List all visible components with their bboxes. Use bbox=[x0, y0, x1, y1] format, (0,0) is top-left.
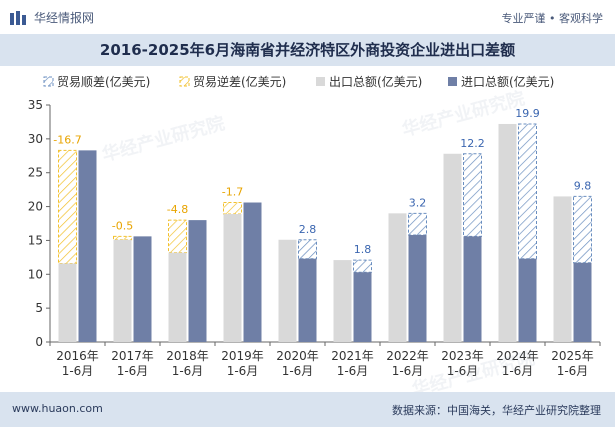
bar-export bbox=[498, 123, 517, 343]
bar-deficit bbox=[113, 235, 132, 241]
balance-label: 1.8 bbox=[354, 243, 372, 256]
x-tick-label: 1-6月 bbox=[392, 364, 424, 378]
x-tick-label: 2016年 bbox=[56, 349, 99, 363]
legend-label: 出口总额(亿美元) bbox=[329, 74, 422, 89]
x-tick-label: 2019年 bbox=[221, 349, 264, 363]
x-tick-label: 2023年 bbox=[441, 349, 484, 363]
bar-import bbox=[518, 258, 537, 342]
x-tick-label: 1-6月 bbox=[337, 364, 369, 378]
bar-export bbox=[443, 153, 462, 342]
y-tick-label: 30 bbox=[28, 132, 43, 146]
balance-label: -1.7 bbox=[222, 186, 243, 199]
footer-source: 数据来源：中国海关，华经产业研究院整理 bbox=[392, 404, 601, 417]
x-tick-label: 1-6月 bbox=[117, 364, 149, 378]
x-tick-label: 2017年 bbox=[111, 349, 154, 363]
huajing-logo-icon bbox=[10, 10, 26, 25]
x-tick-label: 1-6月 bbox=[62, 364, 94, 378]
legend-swatch-deficit bbox=[179, 76, 190, 87]
bar-surplus bbox=[573, 195, 592, 264]
legend-label: 贸易顺差(亿美元) bbox=[57, 74, 150, 89]
balance-label: -0.5 bbox=[112, 219, 133, 232]
bar-import bbox=[573, 262, 592, 342]
y-tick-label: 5 bbox=[35, 301, 43, 315]
balance-label: -4.8 bbox=[167, 203, 188, 216]
x-tick-label: 2025年 bbox=[551, 349, 594, 363]
title-bar: 2016-2025年6月海南省并经济特区外商投资企业进出口差额 bbox=[0, 34, 615, 66]
bar-export bbox=[223, 214, 242, 342]
bar-import bbox=[298, 258, 317, 342]
footer: www.huaon.com 数据来源：中国海关，华经产业研究院整理 bbox=[0, 392, 615, 427]
bar-export bbox=[388, 213, 407, 342]
bar-export bbox=[58, 263, 77, 342]
x-tick-label: 1-6月 bbox=[282, 364, 314, 378]
bar-surplus bbox=[298, 239, 317, 260]
balance-label: 2.8 bbox=[299, 223, 317, 236]
bar-import bbox=[78, 150, 97, 342]
x-tick-label: 1-6月 bbox=[502, 364, 534, 378]
legend-swatch-export bbox=[316, 77, 325, 86]
balance-label: 9.8 bbox=[574, 179, 592, 192]
bar-export bbox=[278, 239, 297, 342]
bar-surplus bbox=[463, 153, 482, 237]
chart-title: 2016-2025年6月海南省并经济特区外商投资企业进出口差额 bbox=[99, 41, 516, 59]
y-tick-label: 35 bbox=[28, 98, 43, 112]
y-tick-label: 20 bbox=[28, 200, 43, 214]
x-tick-label: 2020年 bbox=[276, 349, 319, 363]
x-tick-label: 1-6月 bbox=[557, 364, 589, 378]
x-tick-label: 1-6月 bbox=[447, 364, 479, 378]
bar-deficit bbox=[58, 149, 77, 264]
legend-label: 贸易逆差(亿美元) bbox=[193, 74, 286, 89]
balance-label: 3.2 bbox=[409, 196, 427, 209]
y-tick-label: 0 bbox=[35, 335, 43, 349]
bar-import bbox=[353, 272, 372, 342]
bar-surplus bbox=[353, 259, 372, 273]
bar-deficit bbox=[168, 219, 187, 254]
legend-swatch-surplus bbox=[43, 76, 54, 87]
y-tick-label: 15 bbox=[28, 233, 43, 247]
chart: 贸易顺差(亿美元) 贸易逆差(亿美元) 出口总额(亿美元) 进口总额(亿美元) 0 5 10… bbox=[28, 74, 601, 378]
bar-export bbox=[113, 239, 132, 342]
bar-import bbox=[408, 235, 427, 342]
balance-label: -16.7 bbox=[53, 133, 81, 146]
x-tick-label: 2024年 bbox=[496, 349, 539, 363]
y-tick-label: 25 bbox=[28, 166, 43, 180]
bar-import bbox=[463, 236, 482, 342]
x-tick-label: 2018年 bbox=[166, 349, 209, 363]
bar-export bbox=[553, 196, 572, 342]
brand-name: 华经情报网 bbox=[34, 11, 95, 25]
x-tick-label: 1-6月 bbox=[227, 364, 259, 378]
x-tick-label: 2021年 bbox=[331, 349, 374, 363]
bar-export bbox=[168, 252, 187, 342]
legend-swatch-import bbox=[448, 77, 457, 86]
slogan: 专业严谨 • 客观科学 bbox=[501, 12, 603, 25]
brand[interactable]: 华经情报网 bbox=[10, 9, 94, 26]
bar-import bbox=[133, 236, 152, 342]
balance-label: 12.2 bbox=[460, 137, 485, 150]
bar-export bbox=[333, 260, 352, 342]
bar-import bbox=[243, 202, 262, 342]
legend-label: 进口总额(亿美元) bbox=[461, 74, 554, 89]
balance-label: 19.9 bbox=[515, 107, 540, 120]
footer-website[interactable]: www.huaon.com bbox=[12, 402, 103, 415]
y-tick-label: 10 bbox=[28, 267, 43, 281]
bar-import bbox=[188, 220, 207, 342]
x-tick-label: 2022年 bbox=[386, 349, 429, 363]
bar-deficit bbox=[223, 202, 242, 215]
x-tick-label: 1-6月 bbox=[172, 364, 204, 378]
top-bar: 华经情报网 专业严谨 • 客观科学 bbox=[0, 0, 615, 34]
bar-surplus bbox=[518, 123, 537, 260]
bar-surplus bbox=[408, 212, 427, 236]
